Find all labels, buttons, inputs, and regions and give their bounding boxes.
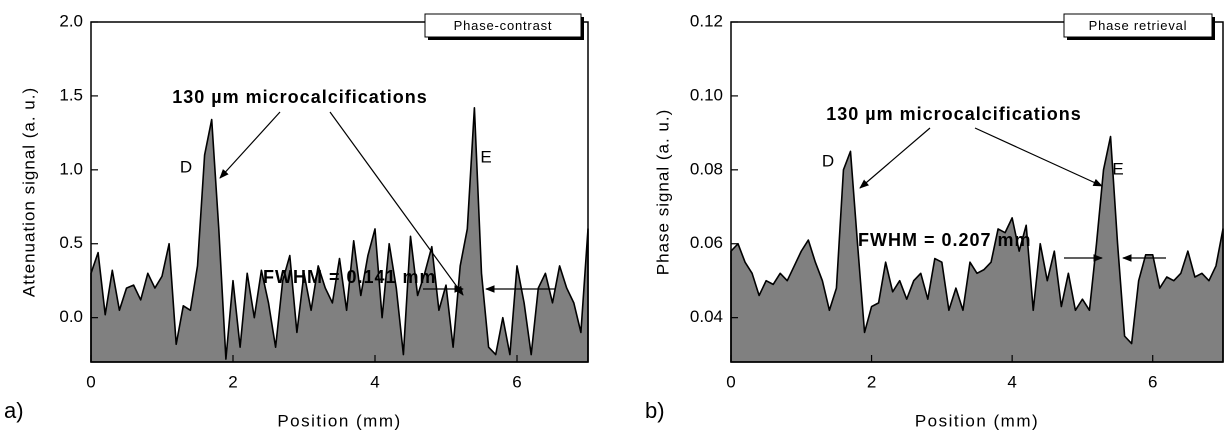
- annotation-arrow: [219, 111, 281, 179]
- annotation: D: [822, 151, 834, 170]
- annotation: 130 µm microcalcifications: [172, 87, 427, 107]
- x-tick-label: 0: [726, 372, 735, 391]
- annotation-arrow: [329, 111, 464, 296]
- y-tick-label: 0.10: [690, 85, 723, 104]
- annotation: 130 µm microcalcifications: [826, 104, 1081, 124]
- x-tick-label: 4: [1007, 372, 1016, 391]
- y-tick-label: 1.5: [59, 85, 83, 104]
- x-tick-label: 2: [867, 372, 876, 391]
- y-tick-label: 0.5: [59, 233, 83, 252]
- plot-frame: [730, 21, 1224, 363]
- legend-box: [1063, 13, 1213, 38]
- annotation: FWHM = 0.207 mm: [858, 230, 1032, 250]
- x-tick-label: 6: [512, 372, 521, 391]
- x-tick-label: 6: [1148, 372, 1157, 391]
- y-tick-label: 0.04: [690, 307, 723, 326]
- y-tick-label: 0.08: [690, 159, 723, 178]
- y-axis-label: Attenuation signal (a. u.): [19, 87, 38, 297]
- annotation: D: [180, 157, 192, 176]
- x-tick-label: 4: [370, 372, 379, 391]
- annotation: E: [1112, 159, 1123, 178]
- annotation: FWHM = 0.141 mm: [263, 267, 437, 287]
- signal-area: [90, 106, 589, 363]
- y-tick-label: 1.0: [59, 159, 83, 178]
- annotation: E: [480, 147, 491, 166]
- y-axis-label: Phase signal (a. u.): [653, 109, 672, 275]
- y-tick-label: 0.12: [690, 11, 723, 30]
- x-tick-label: 2: [228, 372, 237, 391]
- x-tick-label: 0: [86, 372, 95, 391]
- annotation-arrow: [859, 127, 931, 189]
- legend-label: Phase-contrast: [454, 18, 553, 33]
- x-axis-label: Position (mm): [915, 411, 1039, 430]
- y-tick-label: 2.0: [59, 11, 83, 30]
- y-tick-label: 0.0: [59, 307, 83, 326]
- legend-box: [424, 13, 582, 38]
- x-axis-label: Position (mm): [277, 411, 401, 430]
- annotation-arrow: [974, 127, 1103, 187]
- panel-label: a): [4, 398, 24, 423]
- plot-frame: [90, 21, 589, 363]
- legend-label: Phase retrieval: [1089, 18, 1188, 33]
- panel-label: b): [645, 398, 665, 423]
- y-tick-label: 0.06: [690, 233, 723, 252]
- signal-area: [730, 135, 1224, 363]
